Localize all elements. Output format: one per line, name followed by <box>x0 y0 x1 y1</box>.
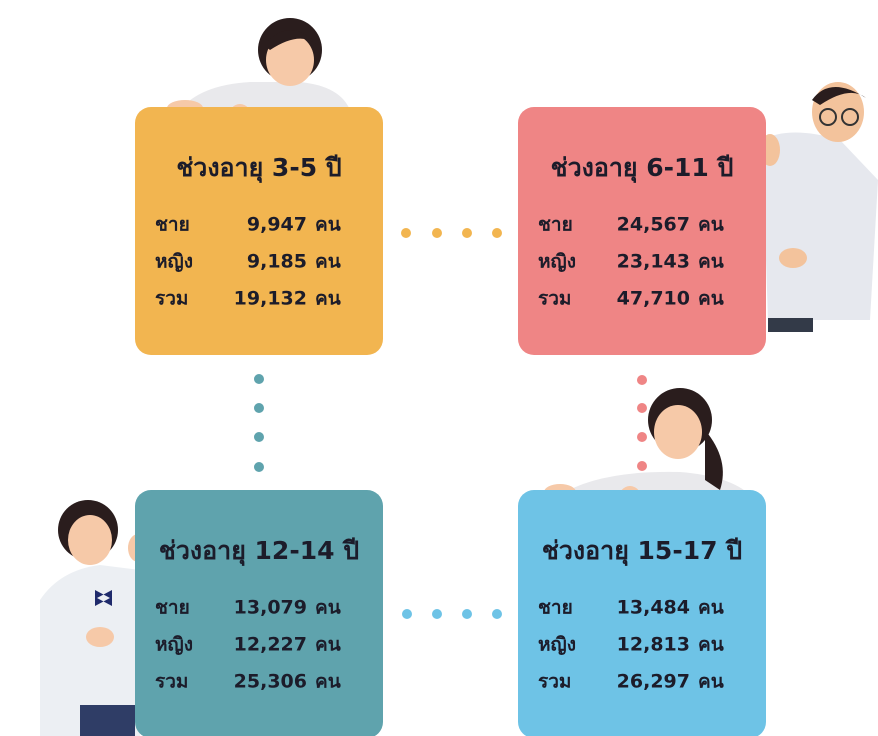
character-bottom-right <box>544 388 750 514</box>
row-label: ชาย <box>538 214 573 236</box>
card-title: ช่วงอายุ 12-14 ปี <box>159 536 359 567</box>
row-label: รวม <box>155 671 188 693</box>
row-unit: คน <box>315 634 341 656</box>
row-unit: คน <box>315 251 341 273</box>
row-unit: คน <box>698 671 724 693</box>
row-value: 9,185 <box>247 251 307 273</box>
character-top-right <box>760 82 878 332</box>
connector-dots <box>254 228 647 619</box>
row-unit: คน <box>698 288 724 310</box>
row-label: รวม <box>155 288 188 310</box>
row-value: 13,484 <box>617 597 690 619</box>
row-unit: คน <box>315 597 341 619</box>
row-label: หญิง <box>155 251 193 273</box>
character-top-left <box>167 18 350 132</box>
row-label: หญิง <box>538 634 576 656</box>
row-label: ชาย <box>538 597 573 619</box>
row-value: 23,143 <box>617 251 690 273</box>
row-value: 47,710 <box>617 288 690 310</box>
row-unit: คน <box>315 671 341 693</box>
character-bottom-left <box>40 500 148 736</box>
row-label: ชาย <box>155 214 190 236</box>
card-background <box>518 490 766 736</box>
row-unit: คน <box>315 214 341 236</box>
row-value: 12,227 <box>234 634 307 656</box>
card-background <box>518 107 766 355</box>
card-title: ช่วงอายุ 3-5 ปี <box>176 153 341 184</box>
row-value: 9,947 <box>247 214 307 236</box>
row-value: 25,306 <box>234 671 307 693</box>
row-value: 13,079 <box>234 597 307 619</box>
row-label: รวม <box>538 288 571 310</box>
card-title: ช่วงอายุ 15-17 ปี <box>542 536 742 567</box>
row-value: 19,132 <box>234 288 307 310</box>
row-unit: คน <box>698 634 724 656</box>
row-unit: คน <box>698 214 724 236</box>
row-unit: คน <box>698 597 724 619</box>
card-background <box>135 490 383 736</box>
row-value: 26,297 <box>617 671 690 693</box>
row-label: หญิง <box>155 634 193 656</box>
row-label: หญิง <box>538 251 576 273</box>
card-title: ช่วงอายุ 6-11 ปี <box>551 153 734 184</box>
card-background <box>135 107 383 355</box>
row-unit: คน <box>698 251 724 273</box>
row-unit: คน <box>315 288 341 310</box>
row-value: 24,567 <box>617 214 690 236</box>
row-value: 12,813 <box>617 634 690 656</box>
row-label: รวม <box>538 671 571 693</box>
row-label: ชาย <box>155 597 190 619</box>
